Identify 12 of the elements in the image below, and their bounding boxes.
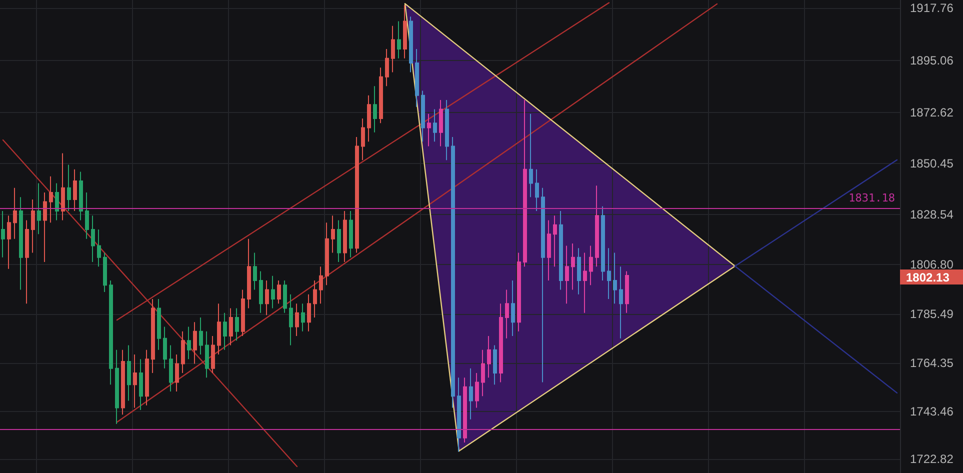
- text: 1802.13: [906, 270, 950, 285]
- y-tick-label: 1850.45: [910, 156, 954, 171]
- y-tick-label: 1722.82: [910, 452, 954, 466]
- y-tick-label: 1785.49: [910, 307, 954, 322]
- y-tick-label: 1828.54: [910, 207, 954, 222]
- ref-line-label: 1831.18: [848, 191, 895, 204]
- y-tick-label: 1806.80: [910, 258, 954, 272]
- y-tick-label: 1764.35: [910, 356, 954, 370]
- y-tick-label: 1917.76: [910, 0, 954, 15]
- y-tick-label: 1895.06: [910, 53, 954, 68]
- y-tick-label: 1872.62: [910, 105, 954, 120]
- y-tick-label: 1743.46: [910, 404, 954, 418]
